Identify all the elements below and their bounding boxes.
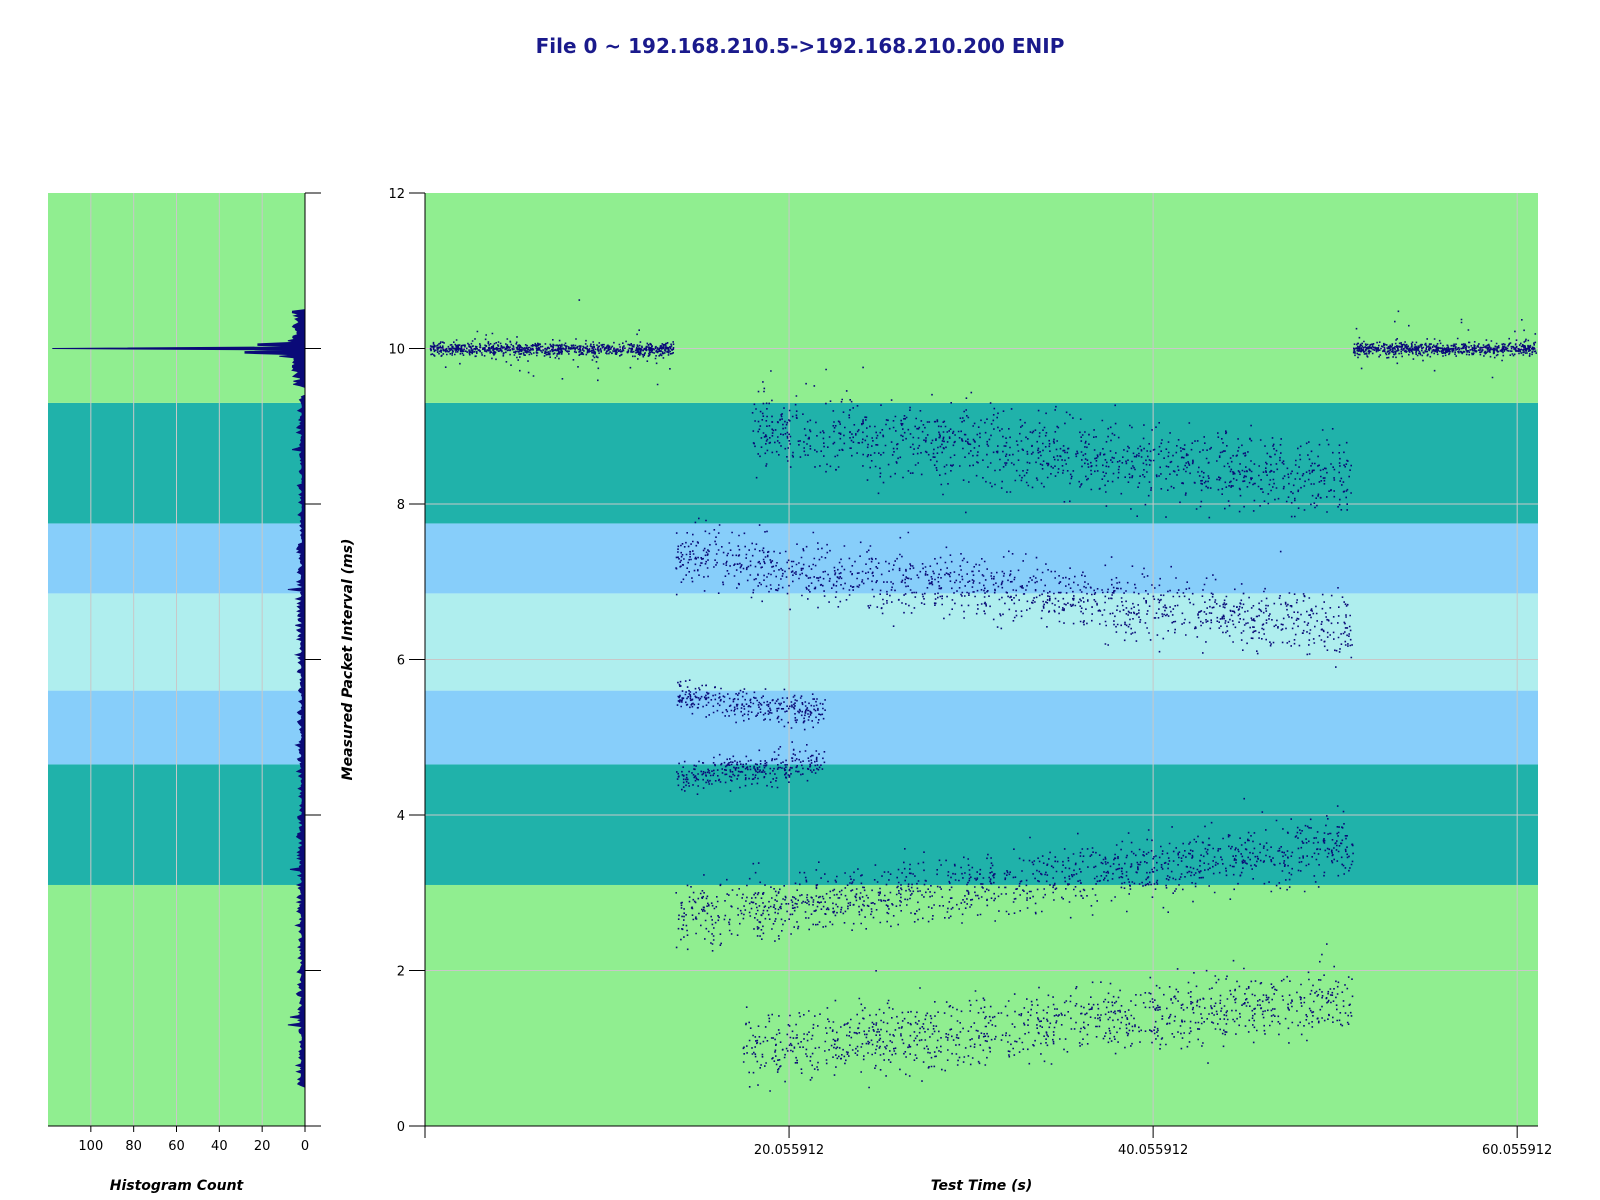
scatter-panel: 20.055912 40.055912 60.055912 0 2 4 6 8 10 12 Tes… (340, 187, 1552, 1194)
histogram-tick-label: 0 (301, 1139, 309, 1154)
histogram-tick-label: 100 (78, 1139, 103, 1154)
scatter-y-axis-label: Measured Packet Interval (ms) (340, 539, 356, 781)
scatter-band-1 (425, 764, 1538, 885)
scatter-y-tick-label: 2 (397, 965, 405, 980)
scatter-y-tick-label: 12 (388, 187, 405, 202)
scatter-x-tick-label: 40.055912 (1118, 1143, 1188, 1158)
histogram-curve (52, 193, 306, 1126)
scatter-band-2 (425, 690, 1538, 765)
scatter-y-tick-label: 4 (397, 809, 405, 824)
scatter-x-tick-label: 60.055912 (1482, 1143, 1552, 1158)
histogram-x-axis-label: Histogram Count (110, 1178, 245, 1194)
scatter-x-tick-label: 20.055912 (754, 1143, 824, 1158)
histogram-tick-label: 60 (168, 1139, 185, 1154)
histogram-panel: 100 80 60 40 20 0 Histogram Count (48, 192, 321, 1194)
scatter-y-tick-label: 8 (397, 498, 405, 513)
histogram-axis: 100 80 60 40 20 0 (48, 192, 321, 1154)
scatter-y-tick-label: 6 (397, 654, 405, 669)
scatter-band-6 (425, 193, 1538, 403)
scatter-x-axis-label: Test Time (s) (931, 1178, 1033, 1194)
histogram-tick-label: 40 (211, 1139, 228, 1154)
histogram-tick-label: 80 (125, 1139, 142, 1154)
scatter-axis: 20.055912 40.055912 60.055912 0 2 4 6 8 10 12 (388, 187, 1552, 1158)
histogram-tick-label: 20 (254, 1139, 271, 1154)
scatter-y-tick-label: 10 (388, 343, 405, 358)
scatter-band-5 (425, 402, 1538, 524)
scatter-band-0 (425, 884, 1538, 1126)
chart-title: File 0 ~ 192.168.210.5->192.168.210.200 … (535, 34, 1065, 58)
scatter-y-tick-label: 0 (397, 1120, 405, 1135)
scatter-band-3 (425, 593, 1538, 691)
